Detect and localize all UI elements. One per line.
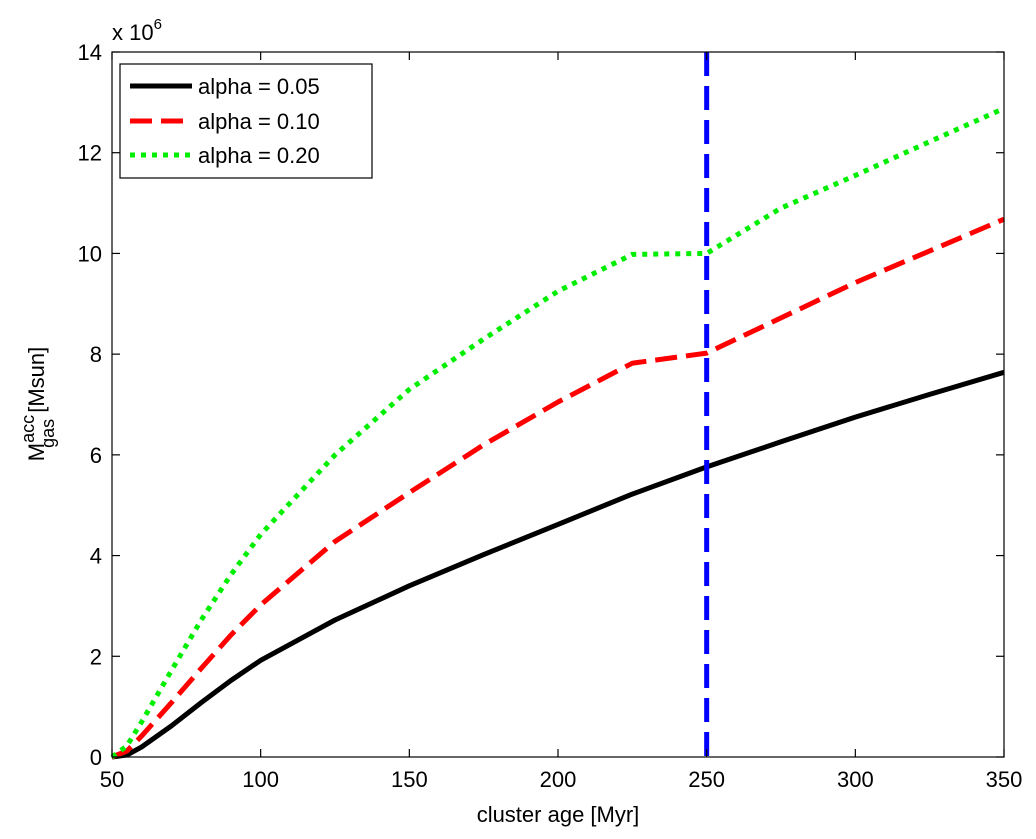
y-tick-label-2: 2 (90, 644, 102, 669)
y-tick-label-0: 0 (90, 745, 102, 770)
series-line-1 (111, 216, 1005, 760)
series-line-2 (110, 106, 1006, 760)
x-tick-label-350: 350 (986, 767, 1023, 792)
legend-label-alpha-010: alpha = 0.10 (198, 109, 320, 134)
y-multiplier-exponent: 6 (154, 16, 162, 33)
y-axis-label-unit: [Msun] (24, 347, 49, 419)
y-multiplier-prefix: x 10 (112, 20, 154, 45)
series-layer (110, 52, 1006, 760)
y-tick-label-12: 12 (78, 141, 102, 166)
x-tick-label-150: 150 (391, 767, 428, 792)
x-tick-label-250: 250 (688, 767, 725, 792)
y-tick-label-10: 10 (78, 241, 102, 266)
legend: alpha = 0.05 alpha = 0.10 alpha = 0.20 (119, 63, 373, 179)
x-axis-label: cluster age [Myr] (477, 802, 640, 827)
y-tick-label-8: 8 (90, 342, 102, 367)
series-line-0 (111, 369, 1005, 760)
x-tick-label-50: 50 (100, 767, 124, 792)
ticks-layer: 50 100 150 200 250 300 350 0 2 4 6 8 10 12 14 (78, 40, 1023, 792)
x-tick-label-200: 200 (540, 767, 577, 792)
legend-label-alpha-005: alpha = 0.05 (198, 74, 320, 99)
y-multiplier: x 106 (112, 16, 162, 45)
y-axis-label: Maccgas [Msun] (18, 347, 58, 462)
y-tick-label-14: 14 (78, 40, 102, 65)
y-tick-label-4: 4 (90, 544, 102, 569)
plot-frame (111, 51, 1005, 758)
y-axis-label-main: M (24, 443, 49, 461)
legend-label-alpha-020: alpha = 0.20 (198, 143, 320, 168)
x-tick-label-300: 300 (837, 767, 874, 792)
svg-text:Maccgas [Msun]: Maccgas [Msun] (18, 347, 58, 462)
y-axis-label-subscript: gas (38, 419, 58, 448)
y-tick-label-6: 6 (90, 443, 102, 468)
x-tick-label-100: 100 (242, 767, 279, 792)
y-axis-label-superscript: acc (18, 415, 38, 443)
